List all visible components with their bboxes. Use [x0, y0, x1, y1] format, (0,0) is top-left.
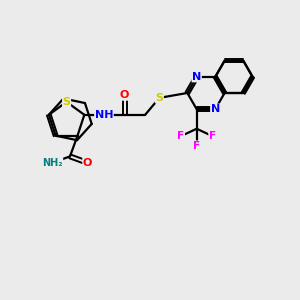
Text: NH₂: NH₂ [42, 158, 63, 168]
Text: F: F [209, 131, 216, 141]
Text: S: S [155, 93, 164, 103]
Text: O: O [83, 158, 92, 168]
Text: O: O [120, 90, 129, 100]
Text: F: F [177, 131, 184, 141]
Text: N: N [192, 72, 201, 82]
Text: S: S [63, 97, 70, 107]
Text: NH: NH [95, 110, 113, 120]
Text: N: N [211, 104, 220, 114]
Text: F: F [193, 141, 200, 151]
